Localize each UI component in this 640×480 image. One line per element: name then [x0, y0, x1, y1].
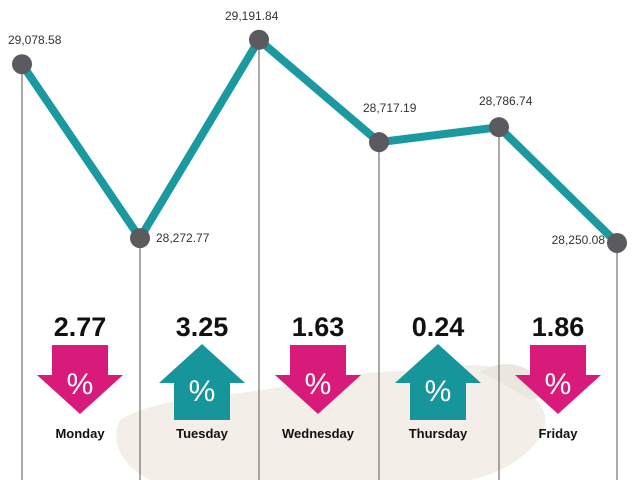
index-line [18, 33, 620, 246]
point-label-3: 28,717.19 [363, 101, 417, 115]
point-label-2: 29,191.84 [225, 9, 279, 23]
vertical-gridlines [21, 39, 618, 480]
data-markers [12, 29, 627, 253]
point-label-1: 28,272.77 [156, 231, 210, 245]
percent-change-value: 3.25 [176, 312, 229, 342]
day-label: Monday [55, 426, 105, 441]
day-change-thursday: 0.24% Thursday [395, 312, 481, 441]
down-arrow-icon [37, 345, 123, 414]
day-label: Thursday [409, 426, 468, 441]
percent-change-value: 2.77 [54, 312, 107, 342]
percent-change-value: 0.24 [412, 312, 465, 342]
percent-symbol: % [545, 368, 572, 401]
down-arrow-icon [275, 345, 361, 414]
series-line [18, 33, 620, 246]
point-label-0: 29,078.58 [8, 33, 62, 47]
day-label: Friday [538, 426, 578, 441]
day-change-friday: 1.86% Friday [515, 312, 601, 441]
data-point-2 [249, 29, 269, 50]
percent-symbol: % [425, 375, 452, 408]
up-arrow-icon [395, 344, 481, 420]
day-change-monday: 2.77% Monday [37, 312, 123, 441]
down-arrow-icon [515, 345, 601, 414]
day-change-wednesday: 1.63% Wednesday [275, 312, 361, 441]
data-point-3 [369, 132, 389, 153]
point-label-5: 28,250.08 [552, 233, 606, 247]
data-point-5 [607, 232, 627, 253]
percent-symbol: % [189, 375, 216, 408]
day-label: Wednesday [282, 426, 355, 441]
point-label-4: 28,786.74 [479, 94, 533, 108]
percent-change-value: 1.63 [292, 312, 345, 342]
data-point-1 [130, 228, 150, 249]
data-point-4 [489, 117, 509, 138]
day-change-tuesday: 3.25% Tuesday [159, 312, 245, 441]
day-label: Tuesday [176, 426, 229, 441]
percent-change-value: 1.86 [532, 312, 585, 342]
percent-symbol: % [305, 368, 332, 401]
point-labels: 29,078.58 28,272.77 29,191.84 28,717.19 28,7… [8, 9, 605, 247]
up-arrow-icon [159, 344, 245, 420]
daily-changes: 2.77% Monday 3.25% Tuesday 1.63% Wednesday 0.2… [37, 312, 601, 441]
data-point-0 [12, 54, 32, 75]
percent-symbol: % [67, 368, 94, 401]
